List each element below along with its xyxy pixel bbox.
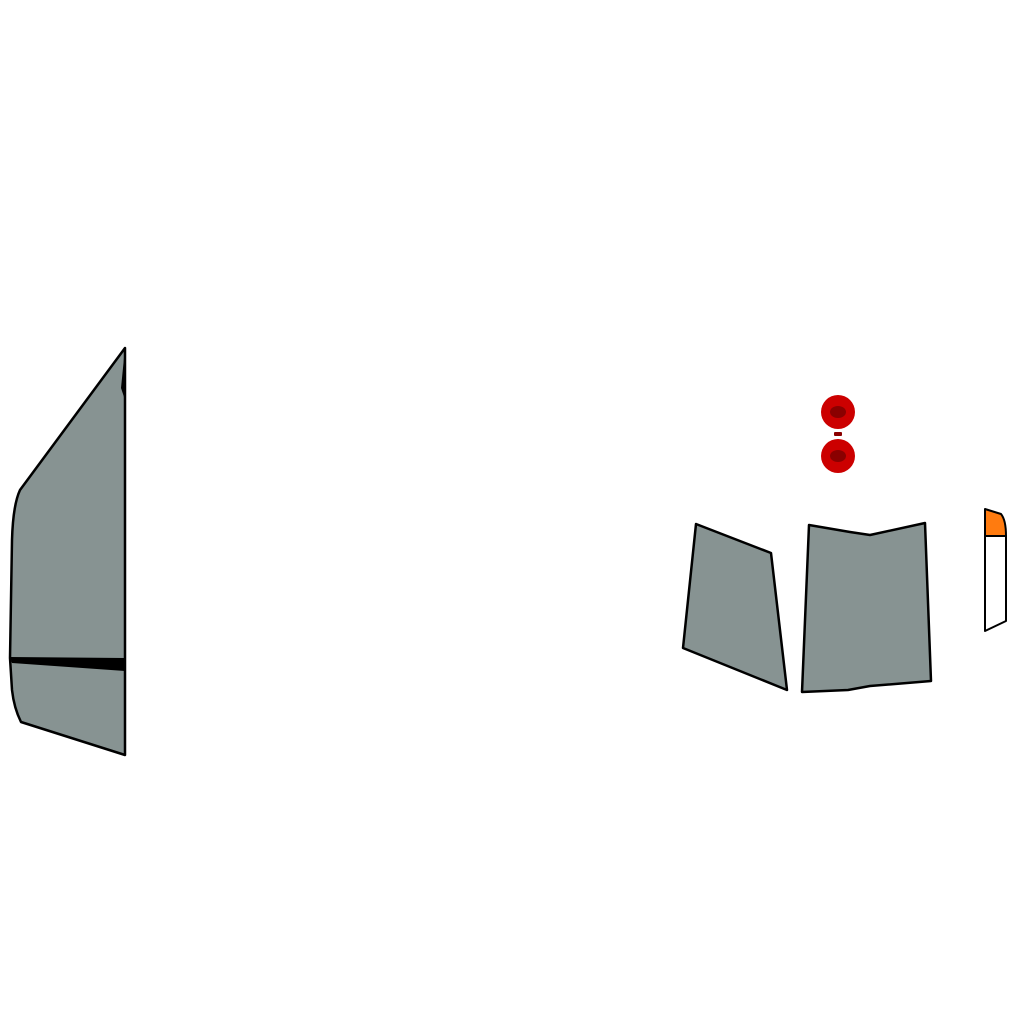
- upper-lamp: [821, 395, 855, 429]
- lower-lamp-inner: [830, 450, 846, 462]
- rear-window-right-shape: [800, 521, 933, 694]
- side-marker-amber-section: [984, 508, 1007, 537]
- side-marker-lamp: [984, 508, 1007, 632]
- left-door-panel-shape: [8, 346, 127, 757]
- left-door-top-edge: [121, 348, 125, 400]
- lower-lamp: [821, 439, 855, 473]
- door-seam: [10, 657, 125, 671]
- left-door-panel: [8, 346, 127, 757]
- upper-lamp-inner: [830, 406, 846, 418]
- rear-window-right: [800, 521, 933, 694]
- lamp-connector: [834, 432, 842, 436]
- rear-window-left: [681, 522, 789, 692]
- rear-window-left-shape: [681, 522, 789, 692]
- side-marker-white-section: [984, 535, 1007, 632]
